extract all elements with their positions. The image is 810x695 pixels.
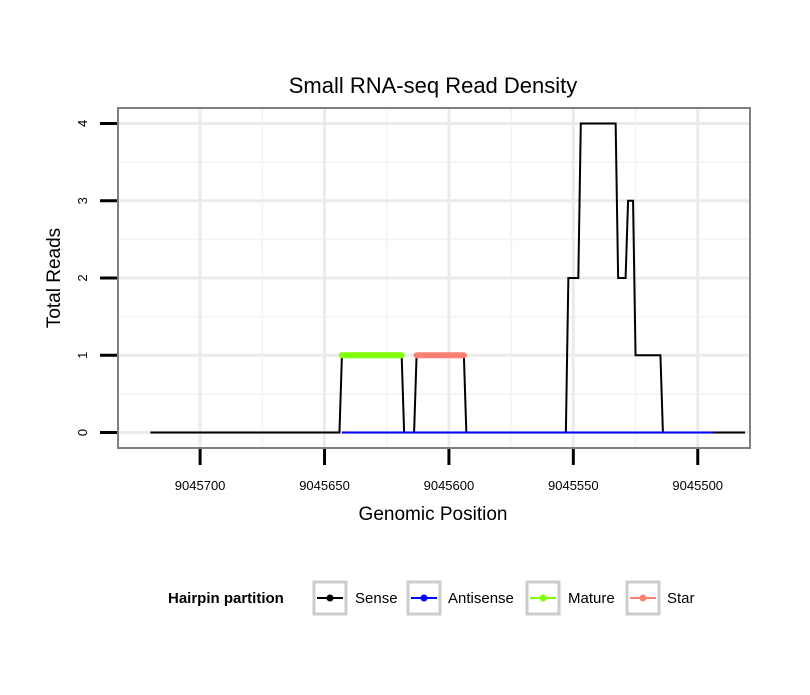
grid-minor [119, 109, 749, 447]
x-tick-label: 9045700 [175, 478, 226, 493]
x-axis-label: Genomic Position [359, 504, 508, 525]
legend-key-point-sense [326, 594, 334, 602]
y-tick-label: 1 [75, 352, 90, 359]
y-axis-label: Total Reads [44, 228, 65, 328]
series-line-sense [150, 122, 746, 434]
legend-title: Hairpin partition [168, 590, 284, 607]
legend-label-star: Star [667, 590, 695, 607]
x-tick-label: 9045600 [424, 478, 475, 493]
legend-key-point-antisense [420, 594, 428, 602]
y-tick-label: 3 [75, 197, 90, 204]
x-tick-label: 9045550 [548, 478, 599, 493]
legend-label-mature: Mature [568, 590, 615, 607]
x-tick-label: 9045650 [299, 478, 350, 493]
legend-key-point-star [639, 594, 647, 602]
legend-key-point-mature [539, 594, 547, 602]
y-axis: 0 1 2 3 4 [75, 120, 117, 436]
y-tick-label: 2 [75, 274, 90, 281]
y-tick-label: 0 [75, 429, 90, 436]
x-axis: 9045700 9045650 9045600 9045550 9045500 [175, 449, 723, 493]
legend: Hairpin partition Sense Antisense Mature St… [168, 580, 695, 616]
series-layer [150, 122, 746, 434]
legend-label-sense: Sense [355, 590, 398, 607]
x-tick-label: 9045500 [672, 478, 723, 493]
legend-label-antisense: Antisense [448, 590, 514, 607]
y-tick-label: 4 [75, 120, 90, 127]
chart-title: Small RNA-seq Read Density [289, 73, 578, 98]
